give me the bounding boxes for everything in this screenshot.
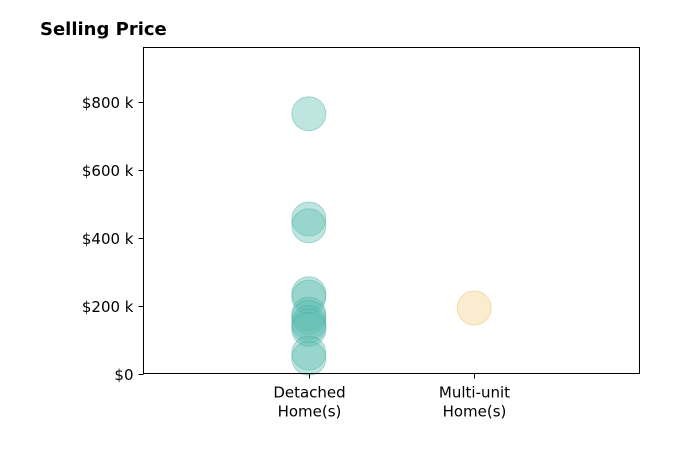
y-tick-label: $0 [114, 366, 133, 384]
data-point [291, 279, 327, 315]
plot-frame [143, 47, 640, 374]
y-tick-label: $400 k [82, 230, 134, 248]
x-tick-label: Detached Home(s) [273, 384, 345, 421]
data-point [291, 96, 327, 132]
data-point [456, 290, 492, 326]
data-point [291, 296, 327, 332]
points-layer [291, 96, 492, 376]
chart-title: Selling Price [40, 19, 167, 40]
y-tick-label: $200 k [82, 298, 134, 316]
data-point [291, 308, 327, 344]
data-point [291, 201, 327, 237]
data-point [291, 311, 327, 347]
data-point [291, 335, 327, 371]
y-axis: $0 $200 k $400 k $600 k $800 k [82, 94, 144, 384]
x-axis: Detached Home(s) Multi-unit Home(s) [273, 373, 510, 421]
data-point [291, 340, 327, 376]
data-point [291, 305, 327, 341]
x-tick-label: Multi-unit Home(s) [439, 384, 510, 421]
y-tick-label: $800 k [82, 94, 134, 112]
data-point [291, 208, 327, 244]
data-point [291, 276, 327, 312]
data-point [291, 299, 327, 335]
y-tick-label: $600 k [82, 162, 134, 180]
